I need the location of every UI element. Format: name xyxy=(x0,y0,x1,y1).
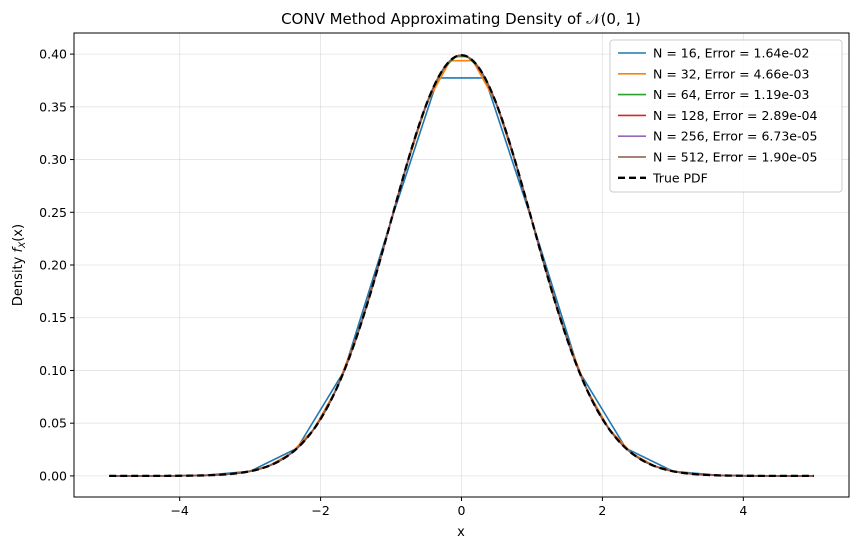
y-tick-label: 0.35 xyxy=(39,99,67,114)
x-tick-label: 0 xyxy=(458,503,466,518)
y-tick-label: 0.25 xyxy=(39,205,67,220)
x-tick-label: −4 xyxy=(170,503,188,518)
x-tick-label: −2 xyxy=(311,503,329,518)
x-tick-label: 4 xyxy=(739,503,747,518)
y-tick-label: 0.00 xyxy=(39,468,67,483)
y-axis-label: Density fX(x) xyxy=(11,224,28,306)
y-tick-label: 0.05 xyxy=(39,416,67,431)
legend: N = 16, Error = 1.64e-02 N = 32, Error = … xyxy=(609,39,843,193)
legend-label: N = 512, Error = 1.90e-05 xyxy=(653,150,817,165)
y-tick-label: 0.40 xyxy=(39,47,67,62)
legend-label: True PDF xyxy=(652,170,708,185)
legend-box xyxy=(609,39,843,193)
y-axis-label-f: f xyxy=(11,246,26,253)
chart-title: CONV Method Approximating Density of 𝒩(0… xyxy=(281,10,641,28)
legend-label: N = 128, Error = 2.89e-04 xyxy=(653,108,817,123)
series-line-true-pdf xyxy=(109,54,814,478)
x-tick-label: 2 xyxy=(598,503,606,518)
y-axis-label-main: Density xyxy=(11,253,26,307)
plot-series xyxy=(109,54,814,478)
y-axis-label-arg: (x) xyxy=(11,224,26,242)
y-axis-label-sub: X xyxy=(18,241,28,249)
y-tick-label: 0.20 xyxy=(39,258,67,273)
legend-label: N = 256, Error = 6.73e-05 xyxy=(653,129,817,144)
legend-label: N = 32, Error = 4.66e-03 xyxy=(653,66,809,81)
y-axis-ticks: 0.00 0.05 0.10 0.15 0.20 0.25 0.30 0.35 0.40 xyxy=(39,47,74,483)
x-axis-ticks: −4 −2 0 2 4 xyxy=(170,497,747,518)
legend-label: N = 64, Error = 1.19e-03 xyxy=(653,87,809,102)
x-axis-label: x xyxy=(457,525,465,540)
y-tick-label: 0.10 xyxy=(39,363,67,378)
y-tick-label: 0.15 xyxy=(39,310,67,325)
y-tick-label: 0.30 xyxy=(39,152,67,167)
legend-label: N = 16, Error = 1.64e-02 xyxy=(653,46,809,61)
